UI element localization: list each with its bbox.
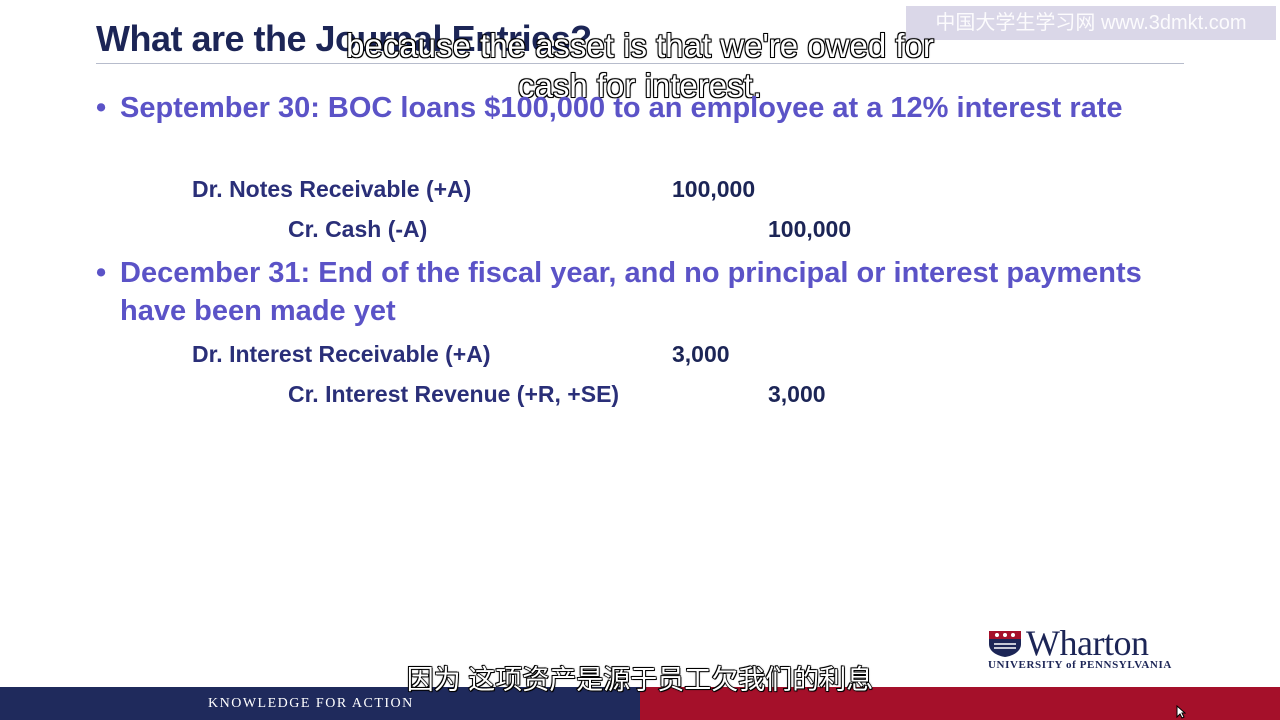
slide-title: What are the Journal Entries? [96,18,592,59]
journal-entry-debit-amount: 3,000 [672,341,730,367]
bullet-september: • September 30: BOC loans $100,000 to an… [96,89,1180,127]
university-name: UNIVERSITY of PENNSYLVANIA [988,659,1172,671]
bullet-dot-icon: • [96,92,107,124]
wharton-logo: Wharton UNIVERSITY of PENNSYLVANIA [988,623,1193,672]
subtitle-caption-chinese: 因为 这项资产是源于员工欠我们的利息 [406,664,874,696]
penn-shield-icon [989,631,1021,657]
journal-entry-debit-label: Dr. Interest Receivable (+A) [192,341,491,367]
bullet-text: December 31: End of the fiscal year, and… [120,257,1142,327]
wharton-wordmark: Wharton [1026,623,1149,663]
bullet-text: September 30: BOC loans $100,000 to an e… [120,92,1123,124]
bullet-december: • December 31: End of the fiscal year, a… [96,254,1180,330]
bullet-dot-icon: • [96,257,107,289]
journal-entry-credit-amount: 100,000 [768,216,852,242]
footer-tagline: KNOWLEDGE FOR ACTION [208,696,414,711]
subtitle-line-1: because the asset is that we're owed for [345,26,934,65]
subtitle-caption-english: because the asset is that we're owed for… [240,26,1040,106]
journal-entry-credit-amount: 3,000 [768,381,826,407]
footer-bar-navy [0,687,640,720]
watermark: 中国大学生学习网 www.3dmkt.com [906,6,1276,40]
mouse-pointer-icon [1176,705,1186,719]
journal-entry-credit-label: Cr. Cash (-A) [288,216,428,242]
title-divider [96,63,1184,64]
journal-entry-debit-amount: 100,000 [672,176,756,202]
journal-entry-debit-label: Dr. Notes Receivable (+A) [192,176,472,202]
subtitle-line-2: cash for interest. [517,66,762,105]
journal-entry-credit-label: Cr. Interest Revenue (+R, +SE) [288,381,620,407]
footer-bar-red [640,687,1280,720]
